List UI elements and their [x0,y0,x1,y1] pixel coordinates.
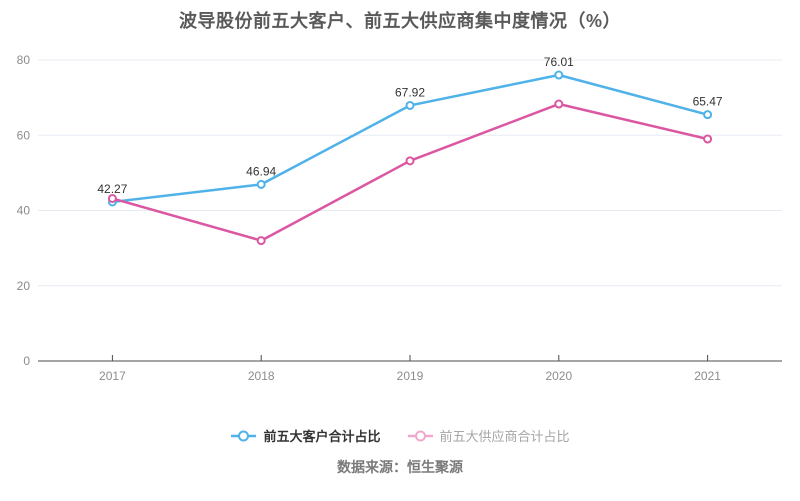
data-point-marker[interactable] [107,193,117,203]
x-axis-label: 2019 [397,369,424,383]
y-axis-label: 60 [17,128,31,142]
line-marker-icon [407,430,433,441]
legend-circle [414,430,426,441]
legend-label-top5-customers: 前五大客户合计占比 [263,429,381,444]
y-axis-label: 80 [17,53,31,67]
legend: 前五大客户合计占比 前五大供应商合计占比 [0,426,800,445]
y-axis-label: 40 [17,204,31,218]
legend-circle [238,430,250,441]
line-chart-plot: 0 20 40 60 80 2017 2018 2019 2020 2021 42.27 46.94 6… [17,53,782,383]
data-point-marker[interactable] [554,70,564,80]
data-point-marker[interactable] [256,179,266,189]
data-point-label: 76.01 [544,55,574,69]
x-axis-label: 2018 [248,369,275,383]
data-point-marker[interactable] [703,110,713,120]
legend-item-top5-customers[interactable]: 前五大客户合计占比 [230,426,381,445]
series-line-1 [111,102,709,242]
y-axis-label: 20 [17,279,31,293]
x-axis-label: 2017 [99,369,126,383]
x-axis-label: 2021 [694,369,721,383]
data-point-label: 42.27 [97,182,127,196]
legend-label-top5-suppliers: 前五大供应商合计占比 [439,429,570,444]
data-point-marker[interactable] [256,236,266,246]
data-point-marker[interactable] [405,100,415,110]
line-marker-icon [231,430,257,441]
data-point-marker[interactable] [405,156,415,166]
data-point-marker[interactable] [554,99,564,109]
data-point-label: 65.47 [693,95,723,109]
data-point-label: 46.94 [246,164,276,178]
x-axis-label: 2020 [545,369,572,383]
legend-item-top5-suppliers[interactable]: 前五大供应商合计占比 [407,426,570,445]
y-axis-label: 0 [23,354,30,368]
data-source: 数据来源：恒生聚源 [337,459,463,475]
chart-title: 波导股份前五大客户、前五大供应商集中度情况（%） [178,11,621,31]
data-point-marker[interactable] [703,134,713,144]
data-point-label: 67.92 [395,85,425,99]
